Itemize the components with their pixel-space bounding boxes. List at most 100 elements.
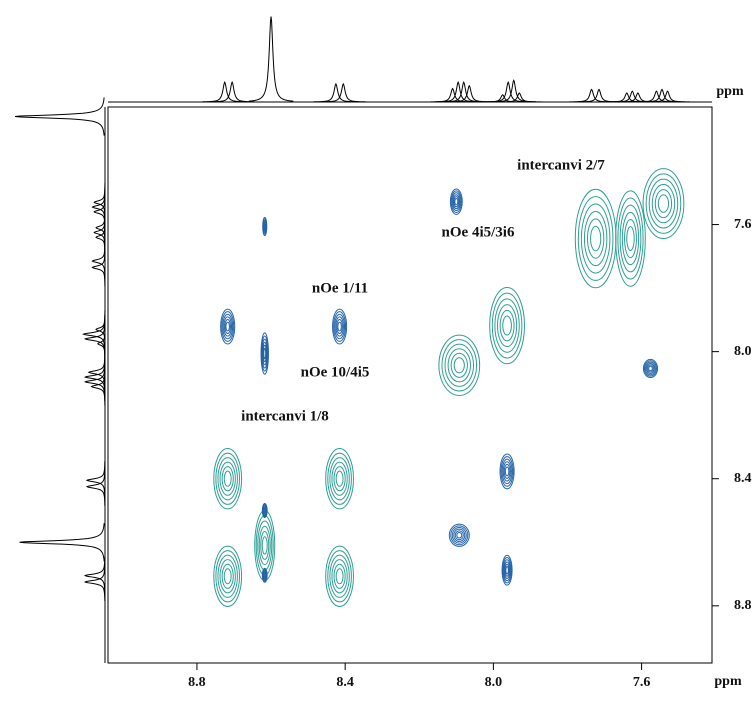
- y-tick-label: 8.4: [734, 471, 752, 486]
- contour: [213, 448, 243, 510]
- contour: [335, 568, 344, 585]
- contour: [499, 453, 515, 490]
- contour: [329, 554, 350, 598]
- contour: [648, 365, 653, 372]
- contour: [331, 461, 348, 496]
- annotation: intercanvi 1/8: [241, 408, 329, 424]
- contour: [645, 173, 682, 234]
- top-projection-peak: [248, 16, 294, 102]
- plot-frame: [107, 106, 713, 664]
- y-tick-label: 8.0: [734, 344, 752, 359]
- top-projection-peak: [497, 92, 542, 103]
- top-projection-peak: [202, 81, 247, 103]
- left-projection-peak: [95, 310, 106, 349]
- contour: [449, 188, 463, 215]
- contour: [261, 536, 268, 555]
- y-axis-label: ppm: [716, 84, 744, 99]
- left-projection-peak: [83, 562, 106, 602]
- x-tick-label: 8.0: [485, 675, 503, 690]
- y-tick-label: 7.6: [734, 217, 752, 232]
- contour: [503, 463, 511, 479]
- contour: [263, 347, 267, 360]
- contour: [332, 308, 348, 345]
- contour: [501, 554, 513, 586]
- top-projection-peak: [209, 81, 255, 103]
- contour: [626, 226, 635, 251]
- contour: [450, 525, 469, 546]
- contour: [502, 461, 512, 482]
- contour: [450, 190, 462, 213]
- contour: [444, 343, 475, 387]
- contour: [503, 559, 512, 582]
- contour: [261, 338, 268, 369]
- top-projection-peak: [321, 82, 366, 103]
- contour: [260, 530, 270, 560]
- contour: [456, 531, 463, 539]
- contour: [333, 311, 347, 342]
- contour: [329, 457, 350, 501]
- contour: [645, 361, 656, 376]
- x-tick-label: 7.6: [633, 675, 651, 690]
- contour: [580, 203, 611, 274]
- annotation: nOe 1/11: [312, 280, 368, 296]
- contour: [223, 470, 232, 487]
- contour: [615, 190, 646, 287]
- contour: [651, 183, 676, 224]
- left-projection-peak: [91, 242, 106, 281]
- top-projection-peak: [569, 88, 614, 103]
- contour: [336, 319, 343, 335]
- contour: [263, 223, 266, 230]
- contour: [590, 225, 602, 252]
- contour: [642, 168, 685, 240]
- contour: [215, 452, 240, 505]
- contour: [325, 545, 354, 607]
- contour: [331, 559, 348, 594]
- top-projection-peak: [313, 82, 359, 103]
- left-projection-peak: [85, 461, 106, 500]
- contour: [505, 565, 509, 575]
- contour: [502, 557, 512, 584]
- left-projection-peak: [14, 97, 105, 136]
- contour: [453, 528, 466, 542]
- contour: [499, 309, 515, 342]
- contour: [453, 357, 465, 374]
- contour: [586, 218, 605, 259]
- contour: [646, 362, 655, 374]
- contour: [334, 313, 346, 340]
- contour: [225, 321, 230, 332]
- contour: [220, 308, 236, 345]
- contour: [453, 196, 460, 208]
- top-projection-peak: [645, 90, 690, 103]
- contour: [504, 563, 510, 577]
- contour: [454, 530, 464, 541]
- contour: [642, 358, 659, 379]
- contour: [447, 348, 471, 383]
- contour: [448, 523, 470, 547]
- top-projection-peak: [576, 88, 622, 103]
- contour: [327, 452, 352, 505]
- contour: [503, 561, 511, 579]
- contour: [335, 316, 344, 337]
- x-axis-label: ppm: [714, 674, 742, 689]
- contour: [222, 313, 234, 340]
- left-projection-peak: [83, 556, 106, 595]
- x-tick-label: 8.8: [188, 675, 206, 690]
- contour: [221, 311, 235, 342]
- contour: [619, 204, 642, 273]
- contour: [502, 315, 512, 336]
- contour: [223, 316, 233, 337]
- contour: [451, 192, 461, 212]
- contour: [583, 210, 608, 267]
- left-projection-peak: [93, 183, 106, 222]
- contour: [504, 466, 510, 477]
- contour: [221, 563, 234, 589]
- contour: [219, 559, 236, 594]
- contour: [452, 194, 461, 210]
- annotation: intercanvi 2/7: [517, 157, 605, 173]
- y-tick-label: 8.8: [734, 598, 752, 613]
- contour: [491, 292, 523, 359]
- contour: [263, 573, 266, 578]
- contour: [577, 196, 614, 281]
- contour: [335, 470, 344, 487]
